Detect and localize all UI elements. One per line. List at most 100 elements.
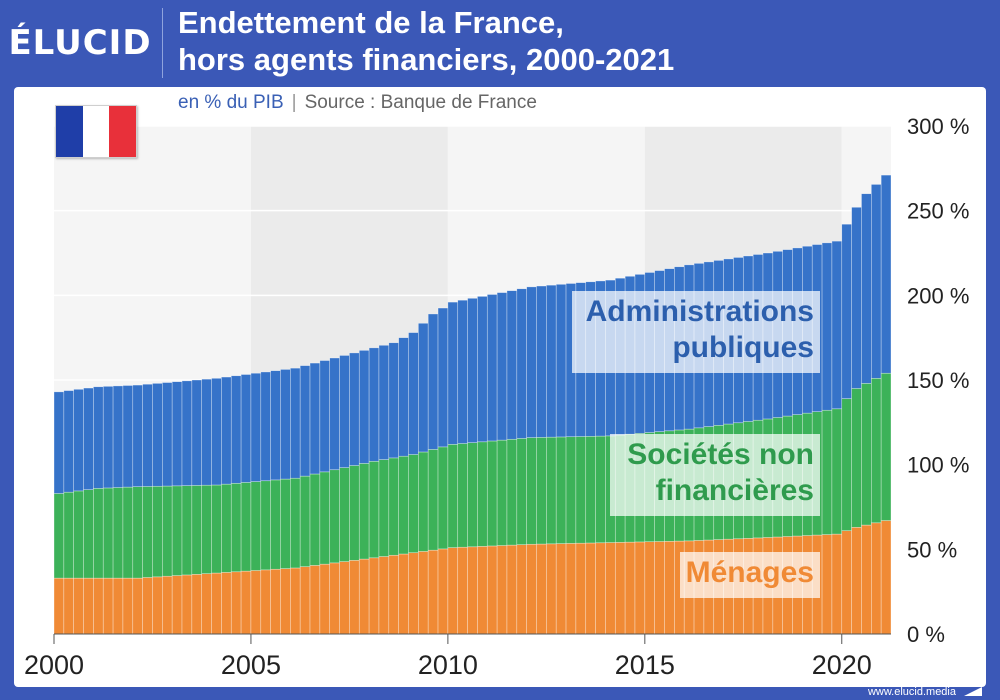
x-tick-label: 2010 xyxy=(418,650,478,680)
bar-administrations xyxy=(240,374,252,483)
bar-menages xyxy=(132,577,143,635)
logo: ÉLUCID xyxy=(0,0,160,85)
bar-menages xyxy=(427,549,439,635)
bar-societes xyxy=(388,457,399,556)
bar-administrations xyxy=(152,383,163,487)
bar-societes xyxy=(142,486,153,578)
bar-societes xyxy=(595,435,606,544)
bar-societes xyxy=(339,467,350,562)
bar-administrations xyxy=(398,337,409,457)
bar-administrations xyxy=(63,390,74,493)
y-tick-label: 100 % xyxy=(907,453,969,478)
bar-societes xyxy=(457,443,468,548)
series-label: publiques xyxy=(672,331,814,364)
bar-societes xyxy=(378,459,390,557)
bar-menages xyxy=(664,540,675,635)
bar-menages xyxy=(280,568,291,635)
bar-menages xyxy=(437,548,449,635)
y-tick-label: 0 % xyxy=(907,622,945,647)
bar-societes xyxy=(871,378,882,524)
bar-menages xyxy=(486,545,498,635)
bar-administrations xyxy=(83,387,94,490)
bar-menages xyxy=(93,577,104,635)
bar-societes xyxy=(201,484,212,574)
bar-menages xyxy=(634,541,646,635)
bar-administrations xyxy=(319,360,331,473)
bar-societes xyxy=(112,487,124,579)
bar-administrations xyxy=(486,294,498,442)
bar-societes xyxy=(418,451,429,552)
bar-societes xyxy=(299,475,311,567)
bar-societes xyxy=(526,437,537,545)
bar-menages xyxy=(152,576,163,635)
bar-menages xyxy=(319,563,331,635)
bar-menages xyxy=(595,542,606,635)
bar-menages xyxy=(191,574,203,635)
bar-administrations xyxy=(299,365,311,477)
bar-menages xyxy=(851,527,862,635)
bar-administrations xyxy=(496,292,508,441)
bar-societes xyxy=(349,465,360,561)
bar-menages xyxy=(349,560,360,635)
bar-administrations xyxy=(418,322,429,453)
series-label-box xyxy=(572,291,820,373)
bar-administrations xyxy=(368,347,380,462)
bar-menages xyxy=(122,577,134,635)
bar-administrations xyxy=(93,386,104,489)
bar-administrations xyxy=(477,296,488,443)
bar-societes xyxy=(536,437,547,545)
bar-societes xyxy=(575,436,587,544)
bar-menages xyxy=(339,561,350,635)
bar-menages xyxy=(624,541,636,635)
bar-societes xyxy=(851,388,862,528)
bar-menages xyxy=(368,557,380,635)
bar-menages xyxy=(53,577,65,635)
bar-administrations xyxy=(171,381,183,487)
series-label-box xyxy=(680,552,820,598)
series-label-box xyxy=(610,434,820,516)
bar-menages xyxy=(880,520,892,635)
footer-url: www.elucid.media xyxy=(867,686,956,698)
series-label: Sociétés non xyxy=(627,438,814,471)
bar-administrations xyxy=(290,367,301,479)
bar-administrations xyxy=(102,386,114,489)
bar-administrations xyxy=(358,350,370,464)
bar-administrations xyxy=(447,301,459,445)
bar-societes xyxy=(555,436,567,544)
chart-subtitle: en % du PIB | Source : Banque de France xyxy=(178,92,537,114)
bar-menages xyxy=(73,577,84,635)
series-label: Ménages xyxy=(686,556,814,589)
source-label: Source : Banque de France xyxy=(304,92,537,113)
bar-societes xyxy=(280,478,291,569)
bar-menages xyxy=(142,577,153,635)
bar-administrations xyxy=(555,284,567,438)
bar-administrations xyxy=(201,378,212,486)
bar-menages xyxy=(575,542,587,635)
bar-administrations xyxy=(309,362,321,475)
bar-societes xyxy=(585,436,596,544)
bar-societes xyxy=(880,372,892,521)
bar-administrations xyxy=(546,284,557,438)
y-tick-label: 250 % xyxy=(907,199,969,224)
bar-societes xyxy=(171,485,183,576)
bar-societes xyxy=(477,441,488,547)
bar-administrations xyxy=(841,223,852,399)
bar-menages xyxy=(418,551,429,635)
unit-label: en % du PIB xyxy=(178,92,284,113)
bar-menages xyxy=(516,544,527,635)
bar-administrations xyxy=(536,285,547,438)
x-tick-label: 2015 xyxy=(615,650,675,680)
bar-menages xyxy=(299,566,311,635)
x-tick-label: 2020 xyxy=(812,650,872,680)
bar-menages xyxy=(63,577,74,635)
bar-administrations xyxy=(506,290,518,440)
bar-menages xyxy=(654,541,665,635)
bar-administrations xyxy=(378,344,390,460)
bar-societes xyxy=(831,408,843,535)
bar-societes xyxy=(260,480,271,571)
bar-administrations xyxy=(388,342,399,459)
flag-stripe-red xyxy=(109,106,137,157)
bar-administrations xyxy=(851,206,862,389)
title-line-1: Endettement de la France, xyxy=(178,5,564,40)
bar-administrations xyxy=(831,240,843,410)
